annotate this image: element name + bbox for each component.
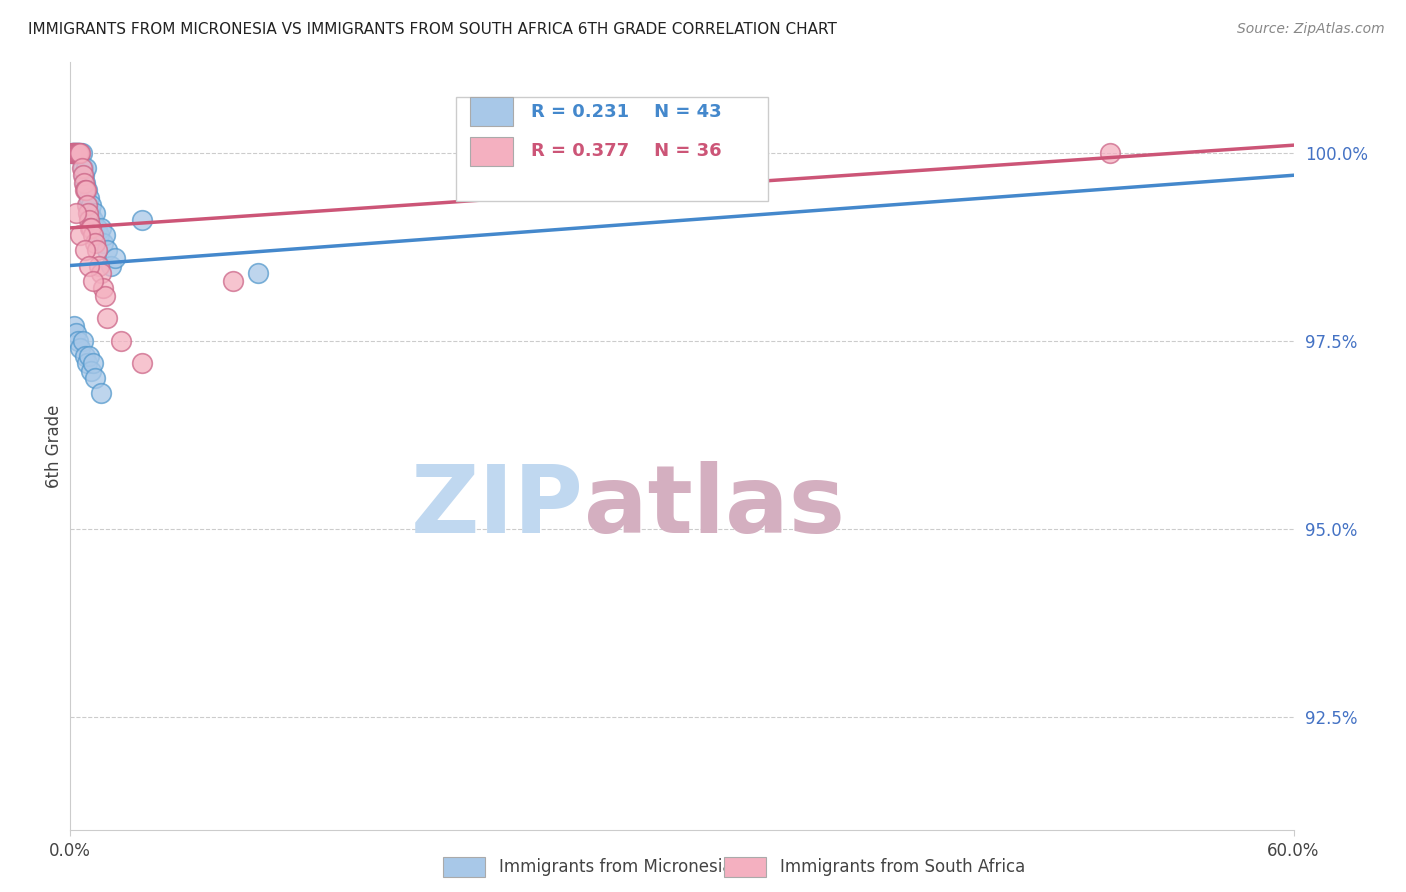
Point: [77, 259, 100, 273]
Point: [222, 274, 245, 288]
Point: [79, 198, 103, 212]
Point: [96, 244, 118, 258]
Text: Source: ZipAtlas.com: Source: ZipAtlas.com: [1237, 22, 1385, 37]
Point: [79, 364, 103, 378]
Point: [86, 244, 108, 258]
Point: [76, 183, 98, 197]
Point: [87, 259, 110, 273]
FancyBboxPatch shape: [470, 136, 513, 166]
Point: [76, 198, 98, 212]
Point: [75, 183, 97, 197]
Point: [65, 145, 87, 160]
Y-axis label: 6th Grade: 6th Grade: [45, 404, 63, 488]
Point: [1099, 145, 1122, 160]
Point: [69, 228, 91, 243]
Text: ZIP: ZIP: [411, 461, 583, 553]
Point: [77, 349, 100, 363]
Point: [79, 206, 101, 220]
Point: [131, 213, 153, 227]
Point: [67, 334, 90, 348]
Point: [104, 251, 127, 265]
Point: [73, 244, 96, 258]
Point: [62, 145, 84, 160]
Point: [90, 386, 112, 401]
Point: [82, 213, 104, 227]
Point: [67, 145, 90, 160]
Point: [66, 145, 89, 160]
Point: [69, 145, 91, 160]
Point: [94, 288, 117, 302]
Point: [100, 259, 122, 273]
Text: R = 0.377    N = 36: R = 0.377 N = 36: [531, 143, 723, 161]
Point: [77, 213, 100, 227]
Point: [67, 145, 90, 160]
Point: [76, 198, 98, 212]
Point: [66, 145, 89, 160]
Point: [90, 266, 112, 280]
Point: [82, 356, 104, 370]
Text: Immigrants from South Africa: Immigrants from South Africa: [780, 858, 1025, 876]
Point: [77, 191, 100, 205]
Text: atlas: atlas: [583, 461, 845, 553]
Point: [76, 356, 98, 370]
Point: [76, 206, 98, 220]
Point: [72, 334, 94, 348]
Point: [75, 161, 97, 175]
Point: [82, 228, 104, 243]
Point: [63, 145, 86, 160]
Point: [69, 145, 91, 160]
Point: [72, 161, 94, 175]
Point: [91, 235, 114, 250]
Text: R = 0.231    N = 43: R = 0.231 N = 43: [531, 103, 723, 120]
Point: [69, 145, 91, 160]
Point: [79, 220, 101, 235]
Point: [62, 145, 84, 160]
Point: [65, 145, 87, 160]
Point: [86, 220, 108, 235]
Point: [65, 326, 87, 341]
Point: [87, 228, 110, 243]
Text: IMMIGRANTS FROM MICRONESIA VS IMMIGRANTS FROM SOUTH AFRICA 6TH GRADE CORRELATION: IMMIGRANTS FROM MICRONESIA VS IMMIGRANTS…: [28, 22, 837, 37]
Point: [63, 318, 86, 333]
Point: [91, 281, 114, 295]
Point: [73, 349, 96, 363]
Point: [90, 220, 112, 235]
Point: [65, 145, 87, 160]
Point: [246, 266, 269, 280]
Point: [73, 176, 96, 190]
Point: [63, 145, 86, 160]
Text: Immigrants from Micronesia: Immigrants from Micronesia: [499, 858, 733, 876]
Point: [79, 220, 103, 235]
FancyBboxPatch shape: [456, 97, 768, 201]
Point: [70, 161, 93, 175]
Point: [69, 341, 91, 355]
Point: [110, 334, 132, 348]
Point: [96, 311, 118, 326]
Point: [70, 145, 93, 160]
Point: [72, 176, 94, 190]
Point: [94, 228, 117, 243]
Point: [60, 145, 83, 160]
Point: [60, 145, 83, 160]
Point: [83, 235, 105, 250]
Point: [82, 274, 104, 288]
Point: [73, 183, 96, 197]
Point: [65, 145, 87, 160]
Point: [65, 206, 87, 220]
Point: [72, 168, 94, 182]
Point: [131, 356, 153, 370]
Point: [83, 206, 105, 220]
Point: [69, 145, 91, 160]
Point: [83, 371, 105, 385]
FancyBboxPatch shape: [470, 97, 513, 126]
Point: [72, 168, 94, 182]
